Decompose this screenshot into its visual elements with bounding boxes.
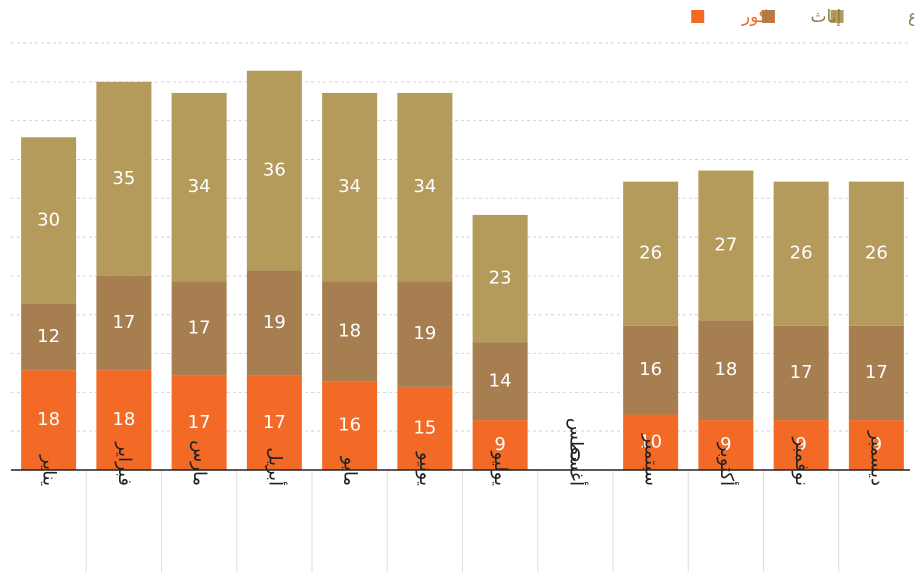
- bar-segment: [472, 342, 528, 421]
- data-label: 30: [37, 209, 60, 230]
- data-label: 12: [37, 326, 60, 347]
- data-label: 36: [263, 160, 286, 181]
- data-label: 16: [639, 359, 662, 380]
- data-label: 9: [494, 434, 505, 455]
- bar-segment: [246, 375, 302, 470]
- bar-segment: [322, 281, 378, 382]
- bar-segment: [246, 270, 302, 376]
- data-label: 19: [413, 323, 436, 344]
- bar-segment: [698, 320, 754, 421]
- x-tick-label: أكتوبر: [716, 442, 739, 486]
- x-tick-label: يوليو: [490, 450, 511, 486]
- bar-segment: [773, 181, 829, 326]
- bar-segment: [698, 420, 754, 470]
- x-tick-label: أغسطس: [565, 418, 588, 486]
- x-tick-label: مارس: [189, 440, 210, 486]
- x-tick-label: أبريل: [264, 447, 287, 486]
- data-label: 34: [188, 176, 211, 197]
- legend-label: المجموع: [908, 7, 914, 27]
- bar-segment: [848, 325, 904, 421]
- data-label: 23: [489, 268, 512, 289]
- data-label: 9: [871, 434, 882, 455]
- bar-segment: [623, 181, 679, 326]
- data-label: 17: [865, 362, 888, 383]
- data-label: 27: [714, 234, 737, 255]
- x-tick-label: فبراير: [114, 441, 135, 486]
- bar-segment: [96, 81, 152, 276]
- legend-swatch: [691, 10, 705, 23]
- data-label: 19: [263, 312, 286, 333]
- data-label: 10: [639, 431, 662, 452]
- data-label: 9: [795, 434, 806, 455]
- bar-segment: [171, 281, 227, 376]
- bar-segment: [246, 70, 302, 271]
- bar-segment: [773, 325, 829, 421]
- data-label: 17: [112, 312, 135, 333]
- bar-segment: [397, 92, 453, 282]
- bar-segment: [397, 386, 453, 470]
- data-label: 9: [720, 434, 731, 455]
- data-label: 17: [263, 412, 286, 433]
- data-label: 35: [112, 168, 135, 189]
- data-label: 18: [714, 359, 737, 380]
- bar-segment: [96, 275, 152, 371]
- data-label: 34: [338, 176, 361, 197]
- bar-segment: [472, 420, 528, 470]
- bar-segment: [623, 325, 679, 415]
- data-label: 15: [413, 417, 436, 438]
- bar-segment: [322, 381, 378, 470]
- bar-segment: [171, 92, 227, 282]
- data-label: 18: [338, 320, 361, 341]
- bar-segment: [472, 214, 528, 343]
- legend-swatch: [761, 10, 775, 23]
- x-tick-label: نوفمبر: [791, 436, 812, 486]
- legend-label: ذكور: [741, 7, 775, 27]
- data-label: 17: [188, 318, 211, 339]
- bar-segment: [848, 420, 904, 470]
- data-label: 17: [790, 362, 813, 383]
- bar-segment: [623, 414, 679, 470]
- x-tick-label: يونيو: [415, 451, 436, 486]
- data-label: 14: [489, 370, 512, 391]
- data-label: 18: [37, 409, 60, 430]
- bar-segment: [322, 92, 378, 282]
- data-label: 0: [570, 445, 581, 466]
- bar-segment: [21, 303, 77, 371]
- bar-segment: [96, 370, 152, 470]
- x-tick-label: مايو: [340, 456, 361, 486]
- x-tick-label: سبتمبر: [641, 433, 662, 486]
- data-label: 18: [112, 409, 135, 430]
- data-label: 26: [865, 243, 888, 264]
- bar-segment: [397, 281, 453, 387]
- data-label: 26: [790, 243, 813, 264]
- data-label: 17: [188, 412, 211, 433]
- legend-swatch: [830, 10, 844, 23]
- bar-segment: [21, 370, 77, 470]
- bar-segment: [848, 181, 904, 326]
- data-label: 16: [338, 415, 361, 436]
- x-tick-label: ديسمبر: [866, 430, 887, 486]
- bar-segment: [698, 170, 754, 321]
- legend-label: إناث: [811, 7, 842, 27]
- data-label: 26: [639, 243, 662, 264]
- bar-segment: [773, 420, 829, 470]
- data-label: 34: [413, 176, 436, 197]
- bar-segment: [171, 375, 227, 470]
- bar-segment: [21, 137, 77, 304]
